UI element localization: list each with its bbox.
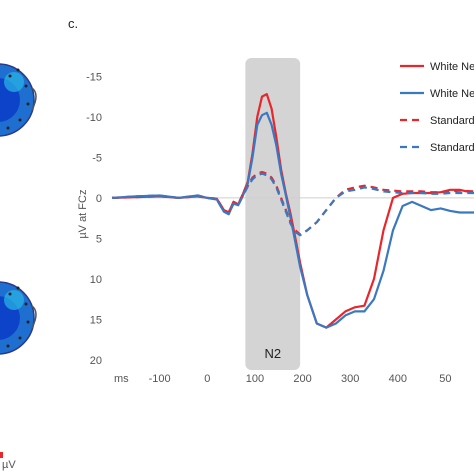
y-tick-label: -10 <box>86 112 102 124</box>
y-tick-label: 0 <box>96 193 102 205</box>
y-tick-label: 15 <box>90 314 102 326</box>
series-lines <box>111 93 474 329</box>
series-line-2 <box>111 111 474 329</box>
x-tick-label: -100 <box>149 373 171 385</box>
x-axis-label: ms <box>114 373 129 385</box>
colorbar-tick <box>0 452 3 458</box>
legend-label-4: Standard <box>430 142 474 154</box>
legend-label-3: Standard <box>430 115 474 127</box>
n2-window-label: N2 <box>264 346 281 361</box>
n2-window <box>245 58 301 370</box>
y-tick-label: 10 <box>90 274 102 286</box>
y-tick-label: 20 <box>90 355 102 367</box>
x-tick-label: 100 <box>246 373 264 385</box>
y-axis-label: µV at FCz <box>77 190 89 239</box>
y-tick-label: -15 <box>86 71 102 83</box>
topomap-bottom <box>0 281 37 355</box>
legend: White Ne White Ne Standard Standard <box>400 61 474 154</box>
x-tick-label: 300 <box>341 373 359 385</box>
legend-label-1: White Ne <box>430 61 474 73</box>
x-tick-label: 200 <box>293 373 311 385</box>
x-tick-label: 50 <box>439 373 451 385</box>
x-tick-label: 400 <box>389 373 407 385</box>
y-tick-label: -5 <box>92 152 102 164</box>
panel-label: c. <box>68 16 78 31</box>
legend-label-2: White Ne <box>430 88 474 100</box>
topomap-top <box>0 63 37 137</box>
x-tick-label: 0 <box>204 373 210 385</box>
x-ticks: -100 0 100 200 300 400 50 <box>149 373 452 385</box>
y-tick-label: 5 <box>96 233 102 245</box>
y-ticks: -15 -10 -5 0 5 10 15 20 <box>86 71 102 367</box>
colorbar-unit: µV <box>2 459 16 471</box>
